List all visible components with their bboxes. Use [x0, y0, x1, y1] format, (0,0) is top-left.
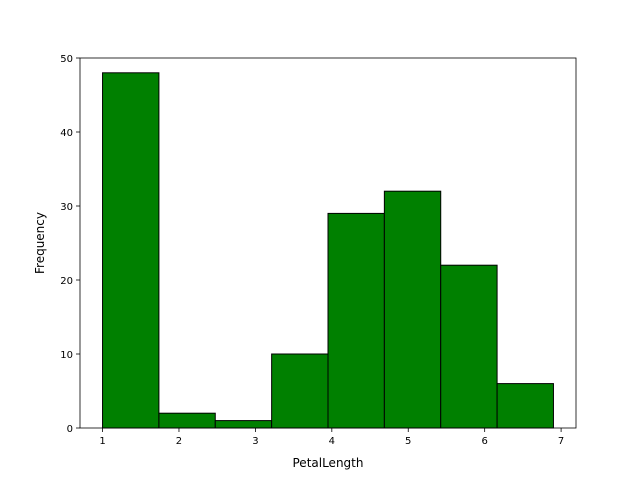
- y-axis-label: Frequency: [33, 212, 47, 274]
- x-axis-label: PetalLength: [293, 456, 364, 470]
- histogram-bar-1: [102, 72, 160, 429]
- histogram-bar-8: [496, 383, 554, 429]
- x-tick-label: 7: [558, 436, 564, 447]
- x-tick-label: 3: [252, 436, 258, 447]
- y-tick-label: 50: [60, 54, 73, 65]
- y-tick-label: 30: [60, 202, 73, 213]
- x-ticks-group: 1 2 3 4 5 6 7: [99, 428, 564, 447]
- histogram-bar-7: [440, 264, 498, 429]
- y-ticks-group: 0 10 20 30 40 50: [60, 54, 80, 435]
- histogram-bar-4: [271, 353, 329, 429]
- x-tick-label: 5: [405, 436, 411, 447]
- y-tick-label: 10: [60, 350, 73, 361]
- x-tick-label: 2: [176, 436, 182, 447]
- bars-group: [102, 72, 554, 429]
- histogram-bar-6: [383, 190, 442, 429]
- y-tick-label: 20: [60, 276, 73, 287]
- plot-frame: [79, 57, 577, 429]
- x-tick-label: 1: [99, 436, 105, 447]
- histogram-bar-2: [158, 412, 216, 429]
- y-tick-label: 0: [67, 424, 73, 435]
- x-tick-label: 6: [481, 436, 487, 447]
- histogram-bar-5: [327, 212, 385, 429]
- histogram-bar-3: [214, 420, 273, 429]
- x-tick-label: 4: [329, 436, 335, 447]
- y-tick-label: 40: [60, 128, 73, 139]
